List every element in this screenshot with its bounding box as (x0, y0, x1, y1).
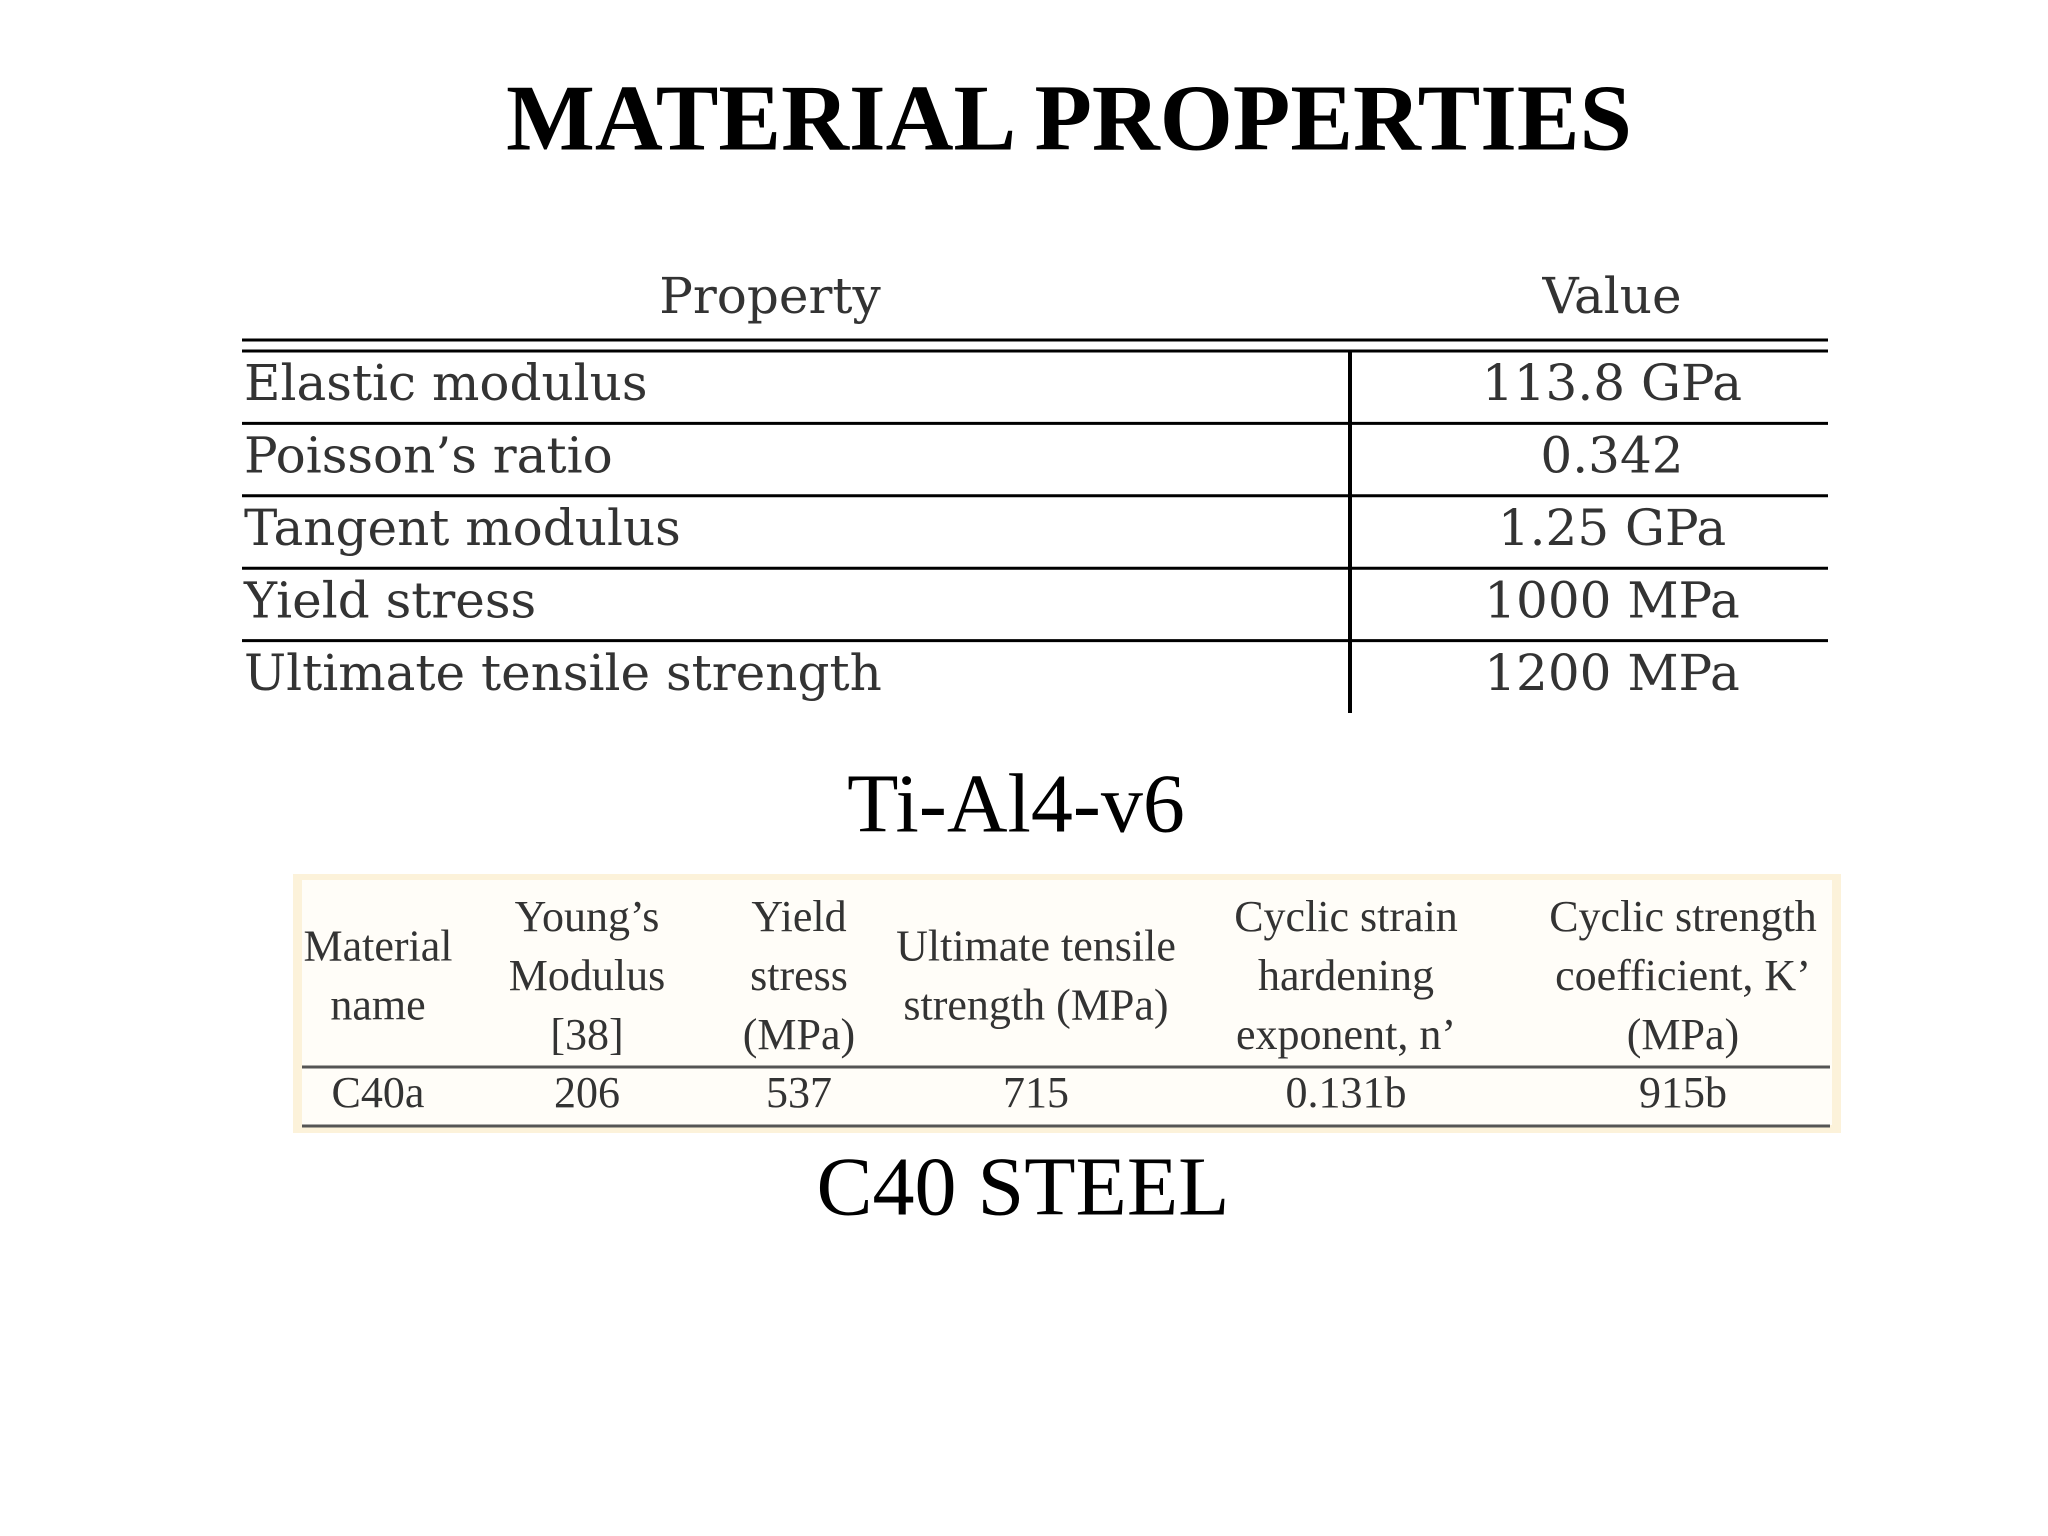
cell: C40a (332, 1068, 425, 1117)
cell: 715 (1003, 1068, 1069, 1117)
cell: 1.25 GPa (1498, 499, 1726, 557)
column-header: Cyclic strain (1234, 892, 1458, 941)
column-header: coefficient, K’ (1555, 951, 1811, 1000)
table-caption: C40 STEEL (817, 1140, 1230, 1233)
cell: 1000 MPa (1484, 571, 1740, 629)
cell: Poisson’s ratio (244, 427, 613, 485)
cell: Tangent modulus (244, 499, 681, 557)
cell: Elastic modulus (244, 354, 648, 412)
column-header: (MPa) (743, 1010, 855, 1059)
table-caption: Ti-Al4-v6 (847, 757, 1185, 850)
column-header: exponent, n’ (1236, 1010, 1456, 1059)
cell: 915b (1639, 1068, 1727, 1117)
column-header: Modulus (509, 951, 665, 1000)
column-header: [38] (550, 1010, 623, 1059)
column-header: (MPa) (1627, 1010, 1739, 1059)
cell: 206 (554, 1068, 620, 1117)
column-header: name (330, 981, 425, 1030)
column-header: Young’s (515, 892, 660, 941)
column-header: Ultimate tensile (896, 922, 1176, 971)
slide-title: MATERIAL PROPERTIES (506, 67, 1632, 171)
cell: 1200 MPa (1484, 644, 1740, 702)
column-header: Cyclic strength (1549, 892, 1817, 941)
cell: Ultimate tensile strength (244, 644, 882, 702)
column-header: Value (1541, 267, 1681, 325)
column-header: hardening (1258, 951, 1434, 1000)
cell: 0.342 (1540, 427, 1683, 485)
cell: 0.131b (1286, 1068, 1407, 1117)
cell: Yield stress (243, 571, 536, 629)
column-header: Yield (751, 892, 846, 941)
cell: 537 (766, 1068, 832, 1117)
table-body (302, 880, 1832, 1125)
column-header: stress (750, 951, 848, 1000)
column-header: Material (303, 922, 452, 971)
column-header: strength (MPa) (903, 981, 1168, 1030)
column-header: Property (659, 267, 881, 325)
cell: 113.8 GPa (1482, 354, 1742, 412)
